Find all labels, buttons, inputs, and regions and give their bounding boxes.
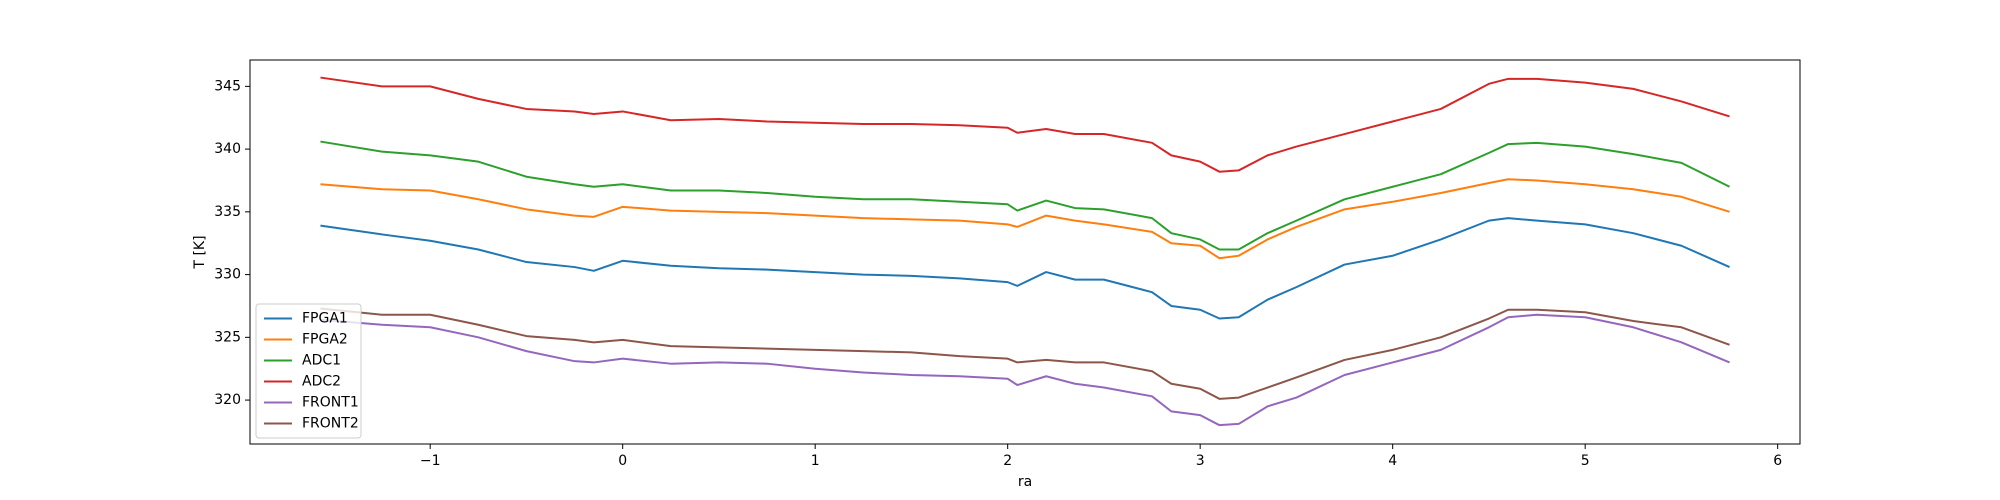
legend-label: FPGA1: [302, 311, 348, 327]
x-tick-label: 4: [1388, 453, 1397, 469]
legend-label: ADC2: [302, 374, 341, 390]
legend-label: ADC1: [302, 353, 341, 369]
x-tick-label: 1: [811, 453, 820, 469]
y-tick-label: 345: [214, 78, 241, 94]
x-tick-label: 5: [1581, 453, 1590, 469]
x-tick-label: 3: [1196, 453, 1205, 469]
x-tick-label: 2: [1003, 453, 1012, 469]
series-line: [320, 178, 1730, 260]
x-tick-label: −1: [420, 453, 441, 469]
y-axis-label: T [K]: [192, 235, 208, 269]
y-tick-label: 325: [214, 329, 241, 345]
series-line: [320, 217, 1730, 320]
y-tick-label: 340: [214, 141, 241, 157]
y-tick-label: 335: [214, 204, 241, 220]
x-tick-label: 0: [618, 453, 627, 469]
series-line: [320, 307, 1730, 400]
legend-label: FRONT2: [302, 416, 359, 432]
plot-frame: [249, 59, 1801, 445]
legend-label: FPGA2: [302, 332, 348, 348]
legend-label: FRONT1: [302, 395, 359, 411]
series-line: [320, 313, 1730, 427]
x-tick-label: 6: [1773, 453, 1782, 469]
legend: FPGA1 FPGA2 ADC1 ADC2 FRONT1 FRONT2: [255, 303, 362, 439]
x-axis-label: ra: [1018, 474, 1032, 490]
series-line: [320, 140, 1730, 251]
series-line: [320, 76, 1730, 173]
y-tick-label: 320: [214, 392, 241, 408]
y-tick-label: 330: [214, 267, 241, 283]
legend-box: [255, 303, 362, 439]
